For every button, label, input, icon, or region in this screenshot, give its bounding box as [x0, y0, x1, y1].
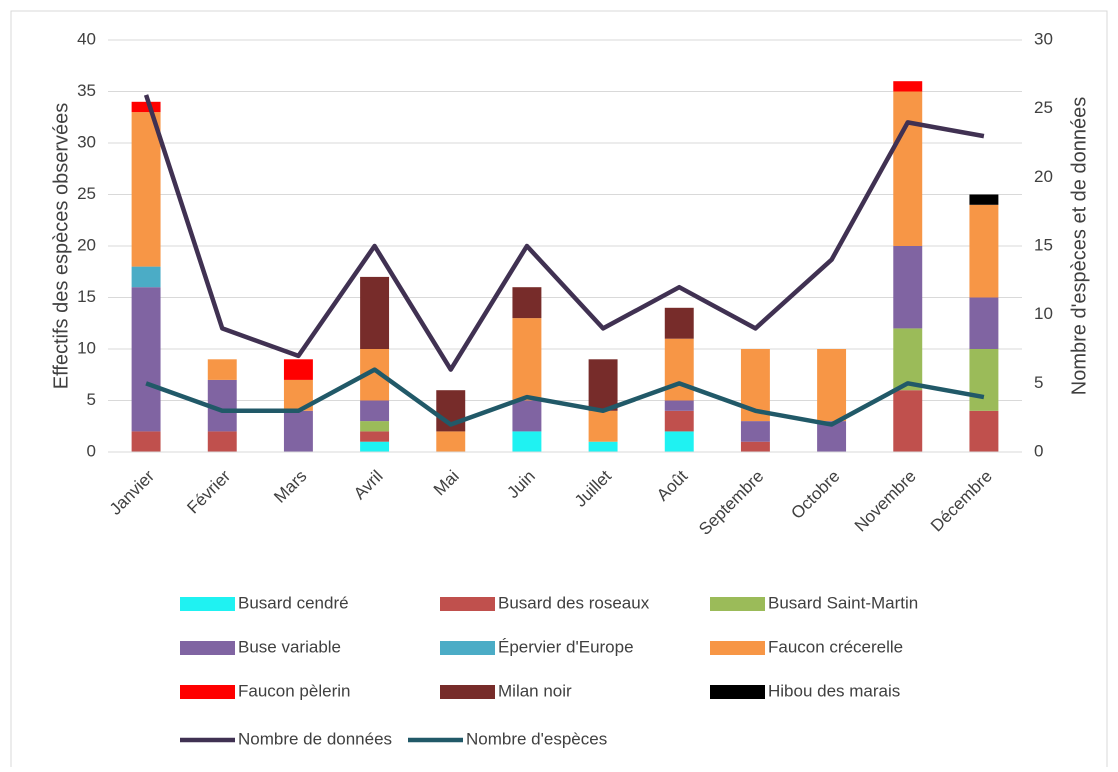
- bar-segment: [664, 431, 694, 452]
- legend-label: Nombre de données: [238, 729, 392, 748]
- y-tick-label: 15: [77, 287, 96, 306]
- bar-segment: [207, 431, 237, 452]
- bar-segment: [131, 431, 161, 452]
- bar-segment: [512, 431, 542, 452]
- line-series: [145, 367, 985, 427]
- bar-segment: [969, 297, 999, 349]
- bar-segment: [360, 431, 390, 442]
- bar-segment: [664, 307, 694, 339]
- legend-swatch: [440, 685, 495, 699]
- bar-segment: [131, 266, 161, 288]
- legend-label: Nombre d'espèces: [466, 729, 607, 748]
- bar-segment: [512, 400, 542, 432]
- bar-segment: [893, 81, 923, 92]
- y2-axis-title: Nombre d'espèces et de données: [1068, 97, 1090, 395]
- legend-label: Busard Saint-Martin: [768, 593, 918, 612]
- bar-segment: [969, 410, 999, 452]
- bar-segment: [893, 328, 923, 391]
- y-tick-label: 40: [77, 29, 96, 48]
- y2-tick-label: 15: [1034, 235, 1053, 254]
- bar-segment: [512, 287, 542, 319]
- bar-segment: [893, 390, 923, 452]
- bar-segment: [969, 204, 999, 298]
- legend-label: Hibou des marais: [768, 681, 900, 700]
- bar-segment: [969, 194, 999, 205]
- y2-tick-label: 10: [1034, 304, 1053, 323]
- y-tick-label: 10: [77, 338, 96, 357]
- legend-swatch: [440, 597, 495, 611]
- y-tick-label: 25: [77, 184, 96, 203]
- y-tick-label: 30: [77, 132, 96, 151]
- bar-segment: [131, 287, 161, 432]
- bar-segment: [512, 318, 542, 401]
- legend-label: Épervier d'Europe: [498, 637, 634, 656]
- y-tick-label: 20: [77, 235, 96, 254]
- bar-segment: [817, 349, 847, 422]
- bar-segment: [740, 421, 770, 442]
- bar-segment: [283, 410, 313, 452]
- bar-segment: [588, 359, 618, 411]
- bar-segment: [893, 91, 923, 246]
- legend-swatch: [710, 685, 765, 699]
- legend-label: Milan noir: [498, 681, 572, 700]
- y-tick-label: 5: [87, 390, 96, 409]
- legend-swatch: [710, 597, 765, 611]
- legend-swatch: [180, 641, 235, 655]
- legend-swatch: [710, 641, 765, 655]
- y2-tick-label: 5: [1034, 373, 1043, 392]
- bar-segment: [360, 400, 390, 422]
- legend-swatch: [180, 597, 235, 611]
- bar-segment: [664, 400, 694, 411]
- legend-label: Buse variable: [238, 637, 341, 656]
- bar-segment: [360, 421, 390, 432]
- y2-tick-label: 20: [1034, 167, 1053, 186]
- y-tick-label: 35: [77, 81, 96, 100]
- legend-label: Busard des roseaux: [498, 593, 650, 612]
- bar-segment: [588, 410, 618, 442]
- bar-segment: [131, 112, 161, 267]
- bar-segment: [664, 338, 694, 401]
- legend-swatch: [180, 685, 235, 699]
- y2-tick-label: 25: [1034, 98, 1053, 117]
- bar-segment: [283, 359, 313, 380]
- line-series: [143, 94, 985, 372]
- bar-segment: [360, 276, 390, 349]
- bar-segment: [969, 349, 999, 411]
- legend-label: Busard cendré: [238, 593, 349, 612]
- y2-tick-label: 30: [1034, 29, 1053, 48]
- bar-segment: [893, 246, 923, 329]
- bar-segment: [131, 101, 161, 113]
- legend-label: Faucon crécerelle: [768, 637, 903, 656]
- bar-segment: [360, 441, 390, 452]
- y-tick-label: 0: [87, 441, 96, 460]
- legend-swatch: [440, 641, 495, 655]
- y-axis-title: Effectifs des espèces observées: [50, 103, 72, 389]
- legend-label: Faucon pèlerin: [238, 681, 350, 700]
- bar-segment: [436, 431, 466, 452]
- bar-segment: [740, 441, 770, 452]
- bar-segment: [664, 410, 694, 432]
- bar-segment: [207, 359, 237, 380]
- y2-tick-label: 0: [1034, 441, 1043, 460]
- bar-segment: [588, 441, 618, 452]
